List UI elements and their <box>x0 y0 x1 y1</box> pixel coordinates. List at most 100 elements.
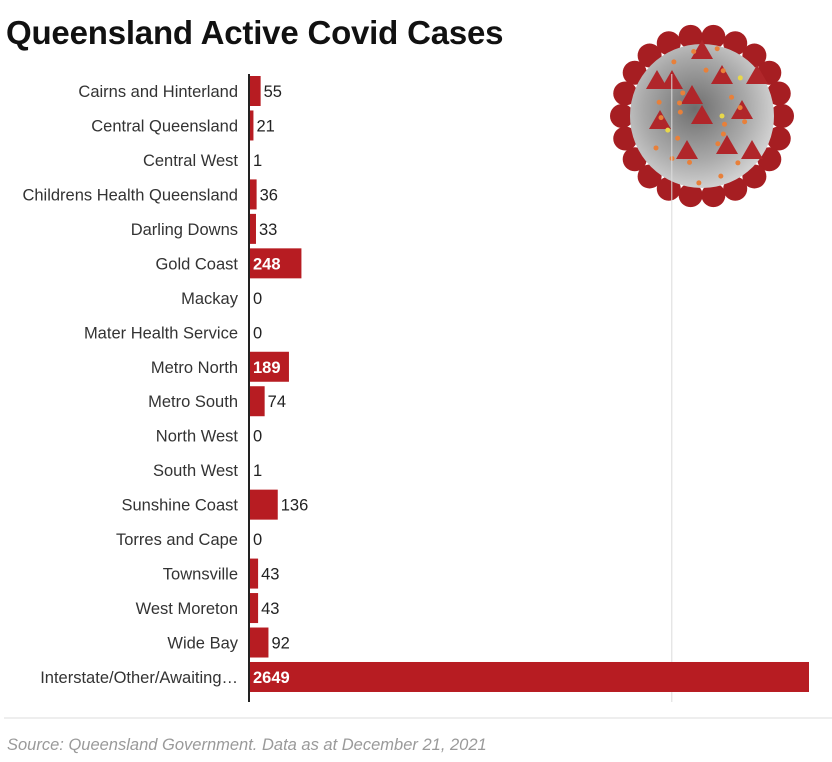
spike <box>723 176 748 201</box>
protein-dot <box>691 49 697 55</box>
data-label: 33 <box>259 221 277 239</box>
spike <box>613 126 638 151</box>
bar <box>249 593 259 624</box>
category-label: Gold Coast <box>155 255 238 273</box>
spike <box>681 85 703 104</box>
protein-dot <box>719 113 725 119</box>
protein-dot <box>656 99 662 105</box>
bar <box>249 558 259 589</box>
category-label: Interstate/Other/Awaiting… <box>40 669 238 687</box>
data-label: 2649 <box>253 669 290 687</box>
spike <box>676 140 698 159</box>
category-label: Childrens Health Queensland <box>22 186 238 204</box>
bar <box>249 110 254 141</box>
source-note: Source: Queensland Government. Data as a… <box>7 736 487 754</box>
protein-dot <box>722 121 728 127</box>
category-label: Mater Health Service <box>84 324 238 342</box>
category-label: Darling Downs <box>131 221 238 239</box>
category-label: South West <box>153 462 238 480</box>
protein-dot <box>653 145 659 151</box>
category-label: Metro North <box>151 359 238 377</box>
bar <box>249 661 809 692</box>
data-label: 74 <box>268 393 286 411</box>
chart-title: Queensland Active Covid Cases <box>6 14 504 51</box>
protein-dot <box>687 159 693 165</box>
spike <box>656 31 681 56</box>
data-label: 0 <box>253 428 262 446</box>
spike <box>646 70 668 89</box>
data-label: 0 <box>253 290 262 308</box>
bar <box>249 179 257 210</box>
protein-dot <box>737 105 743 111</box>
data-label: 55 <box>264 83 282 101</box>
spike <box>701 24 726 49</box>
category-label: Sunshine Coast <box>122 497 239 515</box>
data-label: 43 <box>261 566 279 584</box>
data-label: 1 <box>253 462 262 480</box>
protein-dot <box>677 100 683 106</box>
spike <box>656 176 681 201</box>
category-label: Townsville <box>163 566 238 584</box>
data-label: 189 <box>253 359 281 377</box>
spike <box>691 40 713 59</box>
protein-dot <box>729 94 735 100</box>
spike <box>711 65 733 84</box>
bar <box>249 213 256 244</box>
protein-dot <box>677 109 683 115</box>
data-label: 248 <box>253 255 281 273</box>
protein-dot <box>665 127 671 133</box>
data-label: 1 <box>253 152 262 170</box>
bar <box>249 627 269 658</box>
category-label: Wide Bay <box>167 635 238 653</box>
spike <box>701 183 726 208</box>
protein-dot <box>720 68 726 74</box>
bar <box>249 386 265 417</box>
spike <box>746 65 768 84</box>
data-label: 43 <box>261 600 279 618</box>
data-label: 36 <box>260 186 278 204</box>
spike <box>678 24 703 49</box>
protein-dot <box>680 90 686 96</box>
bar <box>249 351 289 382</box>
category-label: Torres and Cape <box>116 531 238 549</box>
spike <box>766 126 791 151</box>
bar <box>249 248 302 279</box>
protein-dot <box>715 141 721 147</box>
protein-dot <box>720 131 726 137</box>
protein-dot <box>718 173 724 179</box>
spike <box>613 81 638 106</box>
protein-dot <box>703 67 709 73</box>
spike <box>741 140 763 159</box>
spike <box>610 104 634 128</box>
spike <box>723 31 748 56</box>
category-label: Central West <box>143 152 238 170</box>
category-label: Cairns and Hinterland <box>78 83 238 101</box>
data-label: 136 <box>281 497 309 515</box>
bar <box>249 76 261 106</box>
protein-dot <box>696 180 702 186</box>
spike <box>770 104 794 128</box>
category-label: North West <box>156 428 239 446</box>
data-label: 21 <box>256 117 274 135</box>
category-label: Mackay <box>181 290 239 308</box>
protein-dot <box>714 46 720 52</box>
protein-dot <box>675 135 681 141</box>
spike <box>731 100 753 119</box>
protein-dot <box>671 59 677 65</box>
category-label: Metro South <box>148 393 238 411</box>
spike <box>716 135 738 154</box>
divider <box>4 717 832 719</box>
data-label: 92 <box>271 635 289 653</box>
protein-dot <box>735 160 741 166</box>
spike <box>691 105 713 124</box>
bar <box>249 489 278 520</box>
bar-chart: Cairns and Hinterland 55 Central Queenslan… <box>22 74 809 702</box>
coronavirus-illustration <box>610 24 794 208</box>
protein-dot <box>742 119 748 125</box>
protein-dot <box>737 75 743 81</box>
category-label: West Moreton <box>136 600 238 618</box>
data-label: 0 <box>253 324 262 342</box>
data-label: 0 <box>253 531 262 549</box>
spike <box>766 81 791 106</box>
protein-dot <box>658 115 664 121</box>
